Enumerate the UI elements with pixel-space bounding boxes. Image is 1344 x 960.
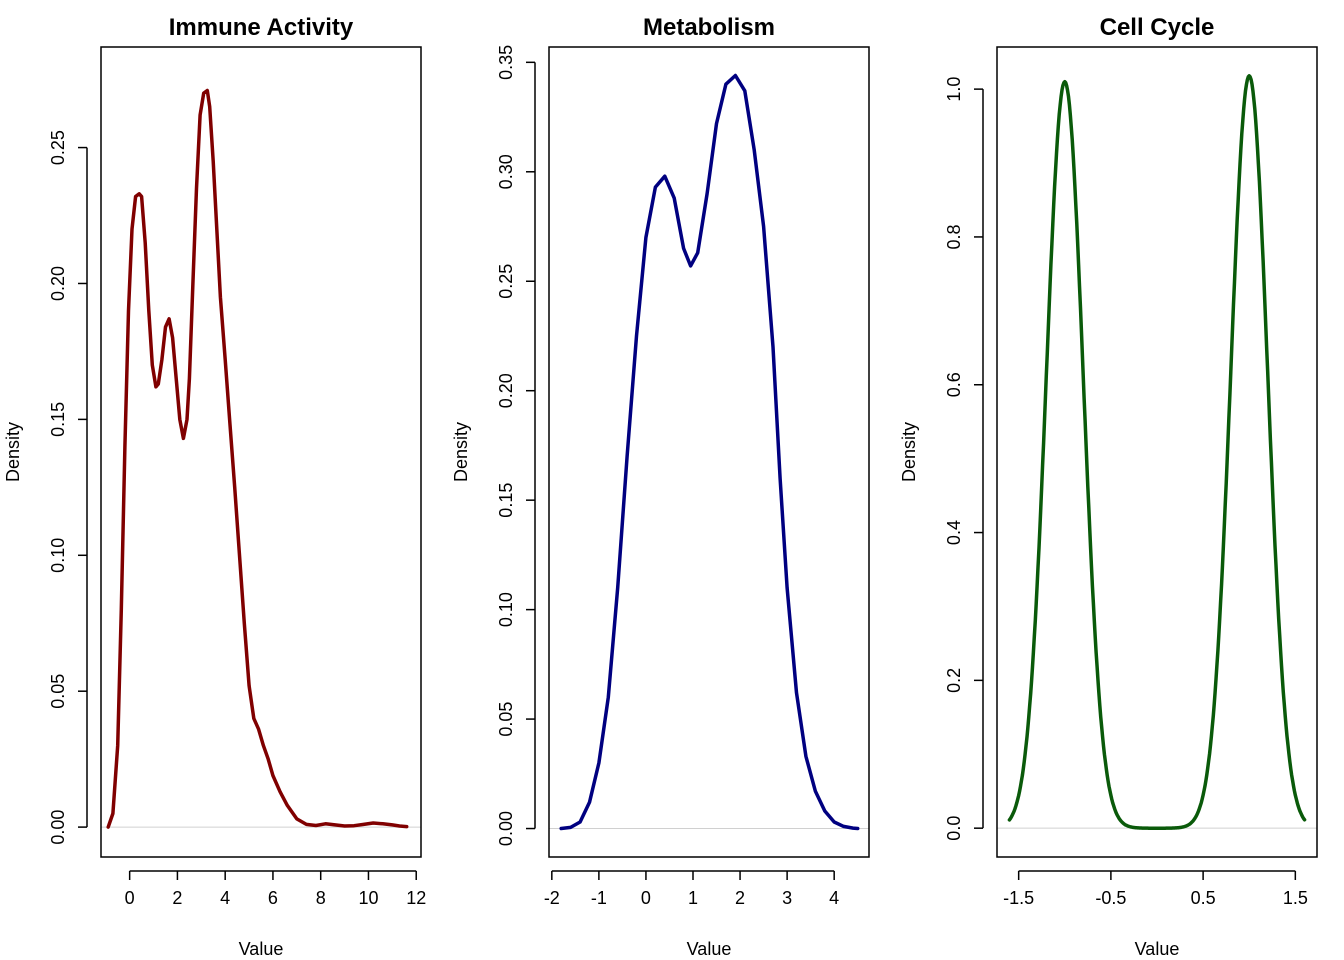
chart-title: Immune Activity — [169, 14, 354, 41]
plot-frame — [548, 46, 870, 858]
y-axis-label: Density — [3, 422, 23, 482]
y-tick-label: 0.2 — [944, 668, 964, 693]
x-tick-label: -2 — [544, 888, 560, 908]
y-tick-label: 0.20 — [496, 373, 516, 408]
y-tick-label: 0.6 — [944, 372, 964, 397]
x-tick-label: 0 — [641, 888, 651, 908]
chart-title: Metabolism — [643, 14, 775, 41]
density-panel-immune-activity: Immune Activity 0 2 4 6 8 10 12 Value 0.00 0.05 0.1… — [3, 14, 426, 959]
y-tick-label: 0.35 — [496, 45, 516, 80]
density-panel-cell-cycle: Cell Cycle -1.5 -0.5 0.5 1.5 Value 0.0 0.2 0.4 0.… — [899, 14, 1318, 959]
y-axis-label: Density — [451, 422, 471, 482]
x-tick-label: 4 — [220, 888, 230, 908]
x-axis-label: Value — [239, 939, 284, 959]
x-tick-label: 4 — [829, 888, 839, 908]
y-tick-label: 0.10 — [496, 592, 516, 627]
density-curve — [1007, 74, 1307, 830]
y-tick-label: 0.0 — [944, 816, 964, 841]
x-tick-label: 0.5 — [1191, 888, 1216, 908]
x-axis-label: Value — [1135, 939, 1180, 959]
y-axis-label: Density — [899, 422, 919, 482]
y-tick-label: 0.00 — [496, 811, 516, 846]
y-tick-label: 0.15 — [496, 483, 516, 518]
density-panel-metabolism: Metabolism -2 -1 0 1 2 3 4 Value 0.00 0.05 0.10 0.15… — [451, 14, 870, 959]
x-tick-label: 6 — [268, 888, 278, 908]
y-tick-label: 0.00 — [48, 810, 68, 845]
x-tick-label: 3 — [782, 888, 792, 908]
density-curve — [106, 88, 409, 829]
x-tick-label: 1 — [688, 888, 698, 908]
plot-frame — [100, 46, 422, 858]
x-tick-label: 12 — [406, 888, 426, 908]
x-tick-label: 2 — [172, 888, 182, 908]
x-tick-label: 0 — [125, 888, 135, 908]
chart-title: Cell Cycle — [1100, 14, 1215, 41]
y-tick-label: 0.05 — [48, 674, 68, 709]
x-tick-label: -0.5 — [1095, 888, 1126, 908]
y-tick-label: 0.05 — [496, 702, 516, 737]
y-tick-label: 0.4 — [944, 520, 964, 545]
plot-frame — [996, 46, 1318, 858]
x-tick-label: 8 — [316, 888, 326, 908]
y-tick-label: 0.25 — [496, 264, 516, 299]
y-tick-label: 0.8 — [944, 224, 964, 249]
y-tick-label: 0.30 — [496, 154, 516, 189]
x-tick-label: -1 — [591, 888, 607, 908]
x-axis-label: Value — [687, 939, 732, 959]
x-tick-label: 2 — [735, 888, 745, 908]
y-tick-label: 0.15 — [48, 402, 68, 437]
x-tick-label: 10 — [358, 888, 378, 908]
y-tick-label: 1.0 — [944, 77, 964, 102]
x-tick-label: -1.5 — [1003, 888, 1034, 908]
density-curve — [559, 73, 860, 831]
y-tick-label: 0.10 — [48, 538, 68, 573]
y-tick-label: 0.25 — [48, 130, 68, 165]
y-tick-label: 0.20 — [48, 266, 68, 301]
x-tick-label: 1.5 — [1283, 888, 1308, 908]
